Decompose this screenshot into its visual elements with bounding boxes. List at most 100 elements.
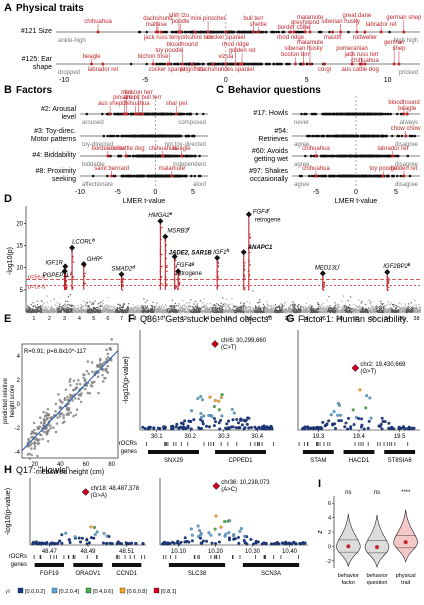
panel-d-point: [82, 311, 83, 312]
panel-b-row-1-dot: [132, 113, 135, 116]
panel-d-point: [134, 307, 135, 308]
panel-d-point: [182, 305, 183, 306]
panel-d-point: [205, 309, 206, 310]
panel-d-y-tick-label: 10: [16, 266, 23, 272]
panel-d-point: [152, 308, 153, 309]
panel-d-point: [294, 312, 295, 313]
panel-d-point: [182, 309, 183, 310]
panel-d-point: [67, 311, 68, 312]
panel-d-point: [326, 307, 327, 308]
panel-d-point: [199, 309, 200, 310]
panel-c-row-4-dot: [399, 175, 402, 178]
panel-d-point: [355, 310, 356, 311]
panel-d-point: [196, 307, 197, 308]
panel-a-tick: -10: [59, 77, 69, 84]
panel-d-point: [59, 304, 60, 305]
panel-d-point: [360, 309, 361, 310]
panel-b-row-1-dot: [116, 113, 119, 116]
panel-c-row-4-dot: [348, 175, 351, 178]
panel-d-point: [92, 302, 93, 303]
panel-d-point: [255, 307, 256, 308]
panel-b-row-4-breed-label: saint bernard: [94, 166, 129, 172]
panel-a-tick: -5: [142, 77, 148, 84]
panel-b-row-1-dot: [160, 113, 163, 116]
panel-d-point: [143, 312, 144, 313]
panel-d-point: [197, 308, 198, 309]
panel-d-point: [122, 311, 123, 312]
panel-d-point: [260, 307, 261, 308]
panel-d-point: [35, 306, 36, 307]
panel-d-point: [116, 309, 117, 310]
panel-d-point: [204, 298, 205, 299]
panel-d-point: [54, 312, 55, 313]
panel-d-point: [256, 312, 257, 313]
panel-d-point: [201, 309, 202, 310]
panel-d-point: [164, 306, 165, 307]
panel-b-row-4-dot: [136, 175, 139, 178]
panel-d-point: [104, 312, 105, 313]
panel-c-row-3-dot: [310, 155, 313, 158]
panel-d-point: [242, 305, 243, 306]
panel-d-point: [143, 309, 144, 310]
panel-d-point: [259, 301, 260, 302]
panel-c-row-3-breed-label: labrador ret: [377, 146, 408, 152]
panel-d-point: [91, 311, 92, 312]
panel-c-row-3-dot: [328, 155, 331, 158]
panel-c-row-1-breed-dot: [403, 113, 406, 116]
panel-d-point: [200, 308, 201, 309]
panel-d-point: [105, 310, 106, 311]
panel-d-point: [303, 307, 304, 308]
panel-d-point: [106, 304, 107, 305]
panel-d-point: [44, 308, 45, 309]
panel-b-row-2-dot: [168, 135, 171, 138]
panel-a-row-ear-label: shape: [33, 64, 52, 71]
panel-d-point: [206, 303, 207, 304]
panel-d-point: [108, 305, 109, 306]
panel-c-row-2-dot: [341, 135, 344, 138]
panel-d-point: [67, 301, 68, 302]
panel-d-point: [326, 300, 327, 301]
panel-d-point: [336, 312, 337, 313]
panel-b-row-1-right-anchor: composed: [178, 120, 206, 126]
panel-d-point: [147, 307, 148, 308]
panel-a-row-size-dot: [191, 31, 194, 34]
panel-c-row-3-dot: [383, 155, 386, 158]
panel-d-point: [91, 310, 92, 311]
panel-d-point: [47, 302, 48, 303]
panel-a-row-size-dot: [220, 31, 223, 34]
panel-d-point: [212, 307, 213, 308]
panel-d-point: [259, 308, 260, 309]
panel-b-row-4-breed-dot: [170, 175, 173, 178]
panel-d-point: [320, 310, 321, 311]
panel-d-point: [64, 306, 65, 307]
panel-d-point: [312, 309, 313, 310]
panel-d-point: [248, 310, 249, 311]
panel-d-point: [158, 310, 159, 311]
panel-b-row-2-dot: [126, 135, 129, 138]
panel-d-point: [123, 312, 124, 313]
panel-d-point: [66, 312, 67, 313]
panel-d-point: [111, 306, 112, 307]
panel-d-point: [153, 309, 154, 310]
panel-c-row-4-dot: [336, 175, 339, 178]
panel-d-point: [358, 299, 359, 300]
panel-d-point: [348, 300, 349, 301]
panel-d-point: [226, 310, 227, 311]
panel-a-row-ear-breed-label: beagle: [83, 54, 102, 60]
panel-a-row-size-dot: [232, 31, 235, 34]
panel-d-point: [252, 290, 253, 291]
panel-b-row-4-dot: [106, 175, 109, 178]
panel-b-row-4-dot: [142, 175, 145, 178]
panel-d-point: [225, 303, 226, 304]
panel-c-row-1-dot: [333, 113, 336, 116]
panel-b-row-1-dot: [149, 113, 152, 116]
panel-a-row-ear-breed-dot: [294, 63, 297, 66]
panel-d-point: [34, 309, 35, 310]
panel-d-point: [338, 312, 339, 313]
panel-a-row-ear-dot: [247, 63, 250, 66]
panel-a-row-size-breed-dot: [289, 31, 292, 34]
panel-d-point: [189, 302, 190, 303]
panel-d-point: [223, 305, 224, 306]
panel-d-point: [218, 304, 219, 305]
panel-d-point: [266, 312, 267, 313]
